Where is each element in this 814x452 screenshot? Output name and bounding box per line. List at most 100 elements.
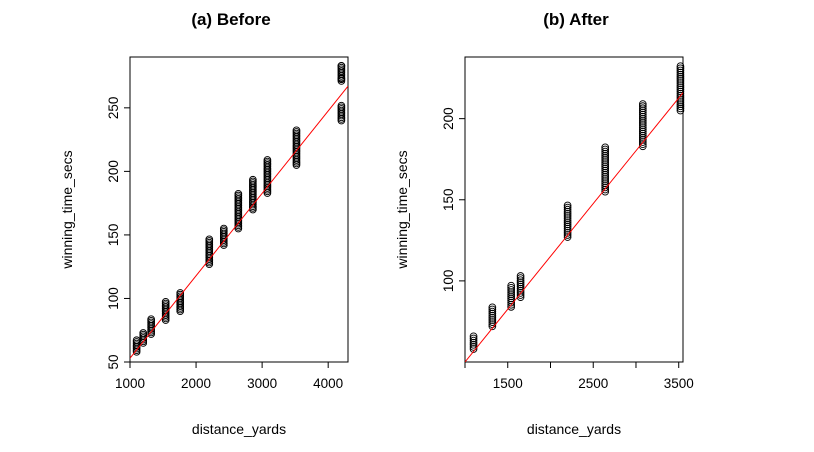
data-point [676, 85, 685, 94]
data-point [638, 102, 647, 111]
data-point [638, 112, 647, 121]
data-point [601, 162, 610, 171]
data-point [676, 64, 685, 73]
data-point [507, 292, 516, 301]
data-point [469, 340, 478, 349]
data-point [488, 307, 497, 316]
data-point [249, 175, 257, 184]
data-point [676, 75, 685, 83]
data-point [516, 278, 525, 287]
data-point [563, 231, 572, 239]
y-tick-label: 250 [106, 97, 121, 120]
data-point [601, 166, 610, 175]
x-axis-label: distance_yards [527, 421, 621, 437]
data-point [601, 168, 610, 177]
data-point [676, 81, 685, 90]
data-point [638, 125, 647, 134]
data-point [638, 131, 647, 140]
data-point [516, 282, 525, 291]
data-points [132, 62, 346, 356]
data-point [563, 210, 572, 218]
data-point [469, 332, 478, 341]
y-tick-label: 50 [106, 354, 121, 369]
x-tick-label: 4000 [313, 376, 343, 391]
y-tick-label: 100 [106, 287, 121, 310]
data-point [676, 106, 685, 115]
data-point [563, 212, 572, 220]
data-point [676, 70, 685, 79]
data-point [676, 102, 685, 111]
data-point [676, 68, 685, 77]
data-point [337, 101, 346, 110]
data-point [563, 220, 572, 229]
data-point [638, 104, 647, 113]
data-point [507, 281, 516, 290]
data-point [601, 175, 610, 183]
data-point [601, 143, 610, 152]
data-point [516, 272, 525, 280]
data-point [676, 98, 685, 106]
data-point [205, 235, 214, 244]
data-point [638, 117, 647, 125]
data-point [263, 156, 272, 164]
data-point [469, 336, 478, 345]
y-tick-label: 150 [106, 224, 121, 247]
data-point [601, 158, 610, 166]
x-tick-label: 2000 [181, 376, 211, 391]
data-point [488, 322, 497, 331]
data-point [563, 216, 572, 225]
data-point [676, 94, 685, 102]
data-point [601, 149, 610, 158]
data-point [488, 318, 497, 326]
data-point [488, 305, 497, 314]
data-point [176, 289, 185, 297]
data-point [469, 345, 478, 353]
data-point [638, 129, 647, 138]
data-point [488, 314, 497, 322]
data-point [516, 280, 525, 289]
data-point [488, 316, 497, 324]
x-tick-label: 2500 [578, 376, 608, 391]
data-point [507, 286, 516, 294]
data-point [563, 205, 572, 214]
x-tick-label: 3000 [247, 376, 277, 391]
data-point [638, 119, 647, 127]
data-point [638, 121, 647, 129]
data-point [601, 151, 610, 160]
data-point [563, 233, 572, 241]
data-point [507, 300, 516, 309]
data-point [676, 79, 685, 87]
data-point [292, 126, 301, 135]
data-point [676, 62, 685, 71]
data-point [676, 91, 685, 100]
x-tick-label: 3500 [664, 376, 694, 391]
data-point [676, 72, 685, 81]
data-point [676, 66, 685, 75]
data-point [516, 286, 525, 295]
data-point [601, 173, 610, 181]
y-tick-label: 200 [441, 107, 456, 130]
data-point [638, 136, 647, 144]
data-point [488, 303, 497, 312]
data-point [563, 218, 572, 227]
data-point [337, 62, 346, 70]
data-point [147, 315, 155, 324]
data-point [507, 288, 516, 296]
y-tick-label: 200 [106, 160, 121, 183]
y-tick-label: 100 [441, 270, 456, 293]
data-point [601, 164, 610, 173]
data-point [469, 334, 478, 343]
chart-title: (b) After [543, 10, 609, 29]
data-point [234, 190, 243, 198]
data-point [507, 294, 516, 303]
data-point [638, 140, 647, 148]
data-point [638, 110, 647, 119]
y-axis-label: winning_time_secs [59, 150, 75, 269]
plot-frame [129, 56, 349, 363]
x-tick-label: 1500 [493, 376, 523, 391]
data-point [601, 160, 610, 169]
data-point [488, 311, 497, 320]
data-point [516, 289, 525, 297]
data-point [676, 104, 685, 113]
